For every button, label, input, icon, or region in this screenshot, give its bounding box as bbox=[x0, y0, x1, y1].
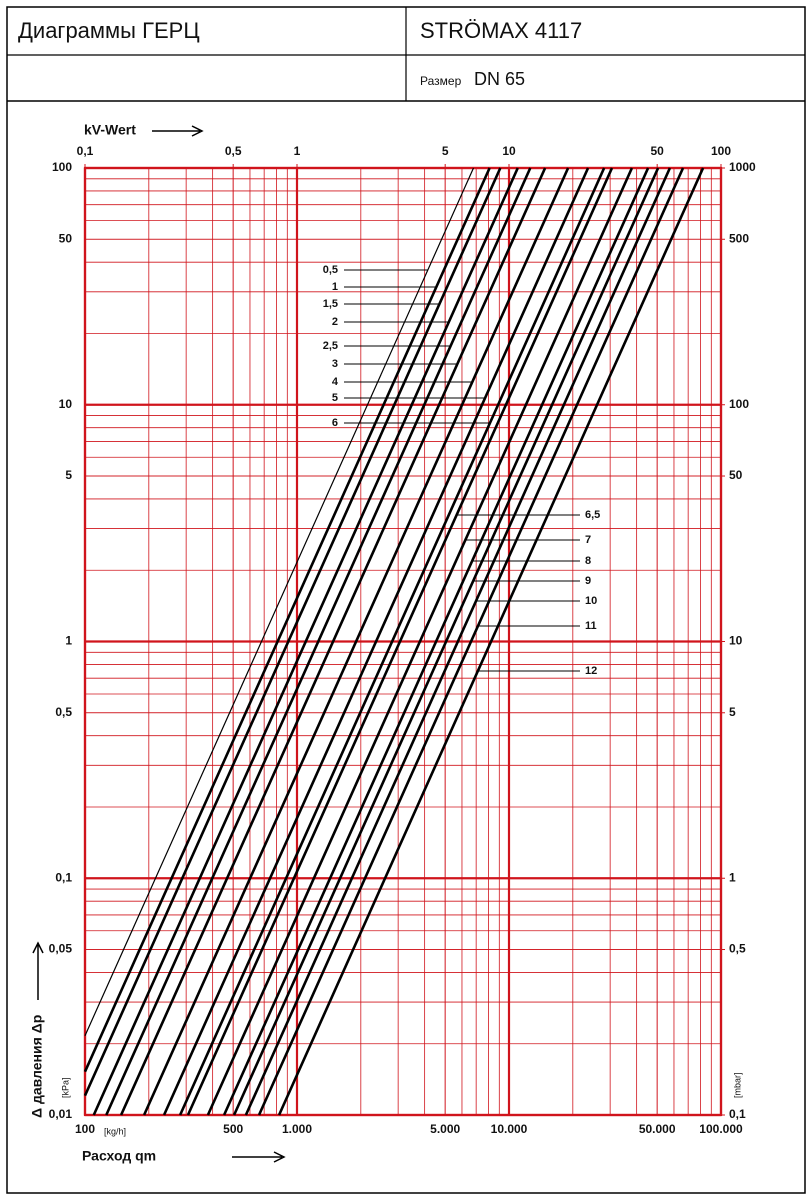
x-tick-label: 500 bbox=[223, 1122, 243, 1136]
x-tick-label: 5.000 bbox=[430, 1122, 460, 1136]
frame bbox=[6, 6, 806, 1194]
line-label: 1,5 bbox=[323, 298, 338, 310]
line-label: 12 bbox=[585, 665, 597, 677]
y-tick-label: 0,1 bbox=[55, 870, 72, 884]
plot-border bbox=[83, 166, 723, 1117]
x-tick-label: 1.000 bbox=[282, 1122, 312, 1136]
kv-line bbox=[119, 167, 547, 1116]
x2-tick-label: 100 bbox=[711, 144, 731, 158]
y2-tick-label: 50 bbox=[729, 468, 743, 482]
y-tick-label: 0,01 bbox=[49, 1107, 73, 1121]
y-tick-label: 0,05 bbox=[49, 942, 73, 956]
x2-tick-label: 10 bbox=[502, 144, 516, 158]
kv-line bbox=[277, 167, 705, 1116]
kv-line bbox=[84, 167, 475, 1036]
size-label: Размер bbox=[420, 74, 462, 88]
x2-tick-label: 50 bbox=[651, 144, 665, 158]
y-unit: [kPa] bbox=[60, 1077, 70, 1098]
y2-tick-label: 0,5 bbox=[729, 942, 746, 956]
kv-line bbox=[257, 167, 685, 1116]
size-value: DN 65 bbox=[474, 69, 525, 89]
kv-line bbox=[222, 167, 650, 1116]
line-label: 1 bbox=[332, 281, 338, 293]
kv-line bbox=[105, 167, 532, 1116]
x-tick-label: 100 bbox=[75, 1122, 95, 1136]
kv-line bbox=[244, 167, 672, 1116]
line-label: 3 bbox=[332, 358, 338, 370]
y-tick-label: 100 bbox=[52, 160, 72, 174]
arrow bbox=[32, 941, 44, 1000]
y2-unit: [mbar] bbox=[732, 1072, 742, 1098]
line-label: 2 bbox=[332, 316, 338, 328]
arrow bbox=[232, 1151, 286, 1163]
y2-tick-label: 5 bbox=[729, 705, 736, 719]
kv-line bbox=[178, 167, 606, 1116]
line-label: 8 bbox=[585, 555, 591, 567]
x2-tick-label: 5 bbox=[442, 144, 449, 158]
y2-tick-label: 1000 bbox=[729, 160, 756, 174]
x-tick-label: 10.000 bbox=[491, 1122, 528, 1136]
kv-line bbox=[142, 167, 570, 1116]
kv-line bbox=[232, 167, 660, 1116]
kv-line bbox=[186, 167, 614, 1116]
y-tick-label: 50 bbox=[59, 231, 73, 245]
top-axis-label: kV-Wert bbox=[84, 122, 136, 138]
kv-line bbox=[83, 167, 491, 1073]
header-title: Диаграммы ГЕРЦ bbox=[18, 18, 200, 43]
line-label: 0,5 bbox=[323, 264, 338, 276]
line-label: 11 bbox=[585, 620, 597, 632]
x-axis-label: Расход qm bbox=[82, 1148, 156, 1164]
x-tick-label: 50.000 bbox=[639, 1122, 676, 1136]
kv-line bbox=[83, 167, 502, 1097]
x2-tick-label: 0,1 bbox=[77, 144, 94, 158]
arrow bbox=[152, 125, 204, 137]
y-tick-label: 10 bbox=[59, 397, 73, 411]
line-label: 6,5 bbox=[585, 509, 600, 521]
x-tick-label: 100.000 bbox=[699, 1122, 743, 1136]
y-tick-label: 1 bbox=[65, 634, 72, 648]
y2-tick-label: 100 bbox=[729, 397, 749, 411]
line-label: 2,5 bbox=[323, 340, 338, 352]
y-axis-label: Δ давления Δp bbox=[29, 1015, 45, 1118]
y2-tick-label: 10 bbox=[729, 634, 743, 648]
kv-line bbox=[206, 167, 634, 1116]
y2-tick-label: 1 bbox=[729, 870, 736, 884]
line-label: 10 bbox=[585, 595, 597, 607]
y2-tick-label: 0,1 bbox=[729, 1107, 746, 1121]
y-tick-label: 5 bbox=[65, 468, 72, 482]
header-product: STRÖMAX 4117 bbox=[420, 18, 582, 43]
x2-tick-label: 0,5 bbox=[225, 144, 242, 158]
line-label: 4 bbox=[332, 376, 339, 388]
line-label: 9 bbox=[585, 575, 591, 587]
kv-line bbox=[92, 167, 519, 1116]
x2-tick-label: 1 bbox=[294, 144, 301, 158]
kv-line bbox=[162, 167, 590, 1116]
line-label: 6 bbox=[332, 417, 338, 429]
y-tick-label: 0,5 bbox=[55, 705, 72, 719]
x-unit: [kg/h] bbox=[104, 1126, 126, 1136]
line-label: 5 bbox=[332, 392, 338, 404]
line-label: 7 bbox=[585, 534, 591, 546]
y2-tick-label: 500 bbox=[729, 231, 749, 245]
